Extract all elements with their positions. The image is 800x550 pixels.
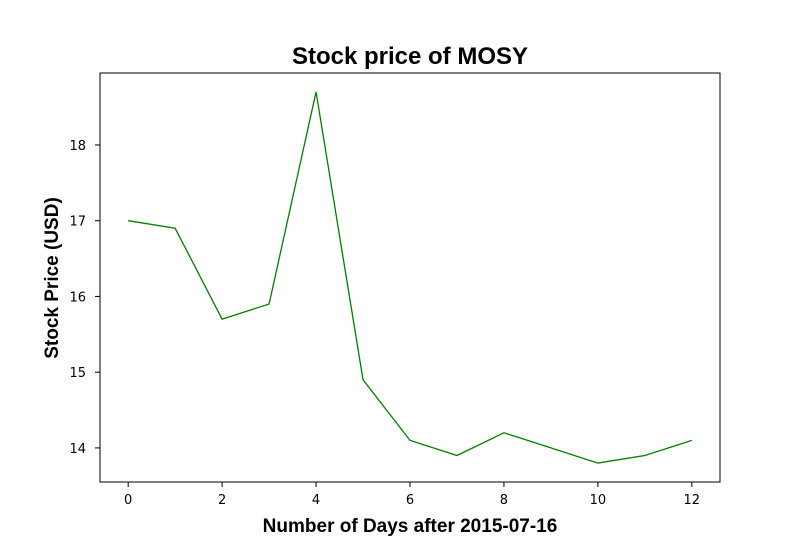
chart-title: Stock price of MOSY bbox=[292, 43, 528, 70]
x-tick-label: 10 bbox=[590, 493, 607, 508]
x-tick-label: 2 bbox=[218, 493, 226, 508]
x-tick-label: 0 bbox=[124, 493, 132, 508]
plot-frame bbox=[99, 72, 721, 483]
y-tick-label: 18 bbox=[69, 139, 86, 154]
series-layer bbox=[128, 91, 693, 464]
x-tick-label: 4 bbox=[312, 493, 320, 508]
series-line bbox=[128, 91, 693, 464]
x-tick-label: 12 bbox=[684, 493, 701, 508]
y-axis: 14 15 16 17 18 bbox=[69, 139, 100, 457]
x-tick-label: 6 bbox=[406, 493, 414, 508]
y-tick-label: 17 bbox=[69, 215, 86, 230]
x-tick-label: 8 bbox=[500, 493, 508, 508]
y-tick-label: 16 bbox=[69, 290, 86, 305]
y-tick-label: 14 bbox=[69, 442, 86, 457]
y-tick-label: 15 bbox=[69, 366, 86, 381]
plot-area: 0 2 4 6 8 10 12 14 15 16 17 18 bbox=[69, 72, 721, 508]
x-axis-label: Number of Days after 2015-07-16 bbox=[263, 516, 558, 537]
y-axis-label: Stock Price (USD) bbox=[42, 197, 63, 359]
x-axis: 0 2 4 6 8 10 12 bbox=[124, 482, 700, 508]
